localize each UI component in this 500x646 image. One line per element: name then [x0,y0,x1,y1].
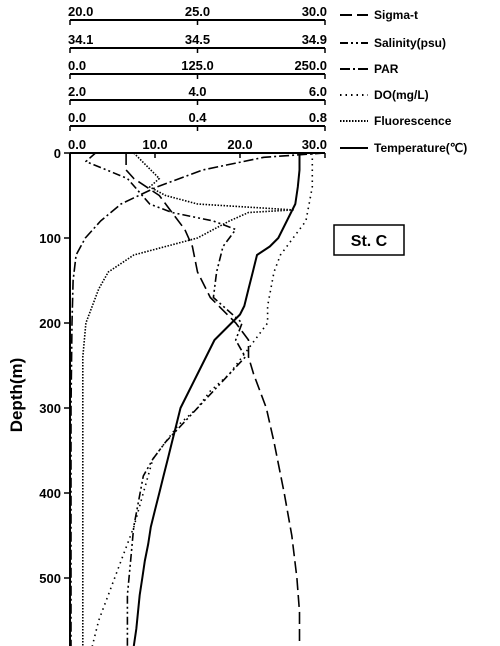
sigma-t-tick-label: 30.0 [302,4,327,19]
fluorescence-tick-label: 0.0 [68,110,86,125]
salinity-psu-tick-label: 34.5 [185,32,210,47]
temperature-tick-label: 30.0 [302,137,327,152]
fluorescence-tick-label: 0.8 [309,110,327,125]
station-label: St. C [351,233,388,250]
par-profile-line [70,152,326,646]
sigma-t-tick-label: 20.0 [68,4,93,19]
depth-tick-label: 300 [39,401,61,416]
temperature-tick-label: 0.0 [68,137,86,152]
fluorescence-legend-label: Fluorescence [374,114,452,128]
depth-tick-label: 0 [54,146,61,161]
do-mg-l-tick-label: 2.0 [68,84,86,99]
salinity-psu-legend-label: Salinity(psu) [374,36,446,50]
par-tick-label: 0.0 [68,58,86,73]
salinity-psu-tick-label: 34.9 [302,32,327,47]
depth-axis: 0 100 200 300 400 500 [39,146,71,646]
sigma-t-profile-line [125,153,301,646]
station-label-box [333,224,405,256]
par-tick-label: 125.0 [181,58,214,73]
fluorescence-profile-line [82,152,294,646]
temperature-tick-label: 20.0 [227,137,252,152]
y-axis-title: Depth(m) [7,358,26,433]
temperature-tick-label: 10.0 [142,137,167,152]
depth-tick-label: 100 [39,231,61,246]
salinity-psu-tick-label: 34.1 [68,32,93,47]
sigma-t-tick-label: 25.0 [185,4,210,19]
do-mg-l-tick-label: 6.0 [309,84,327,99]
axes-layer: 20.0 25.0 30.0 Sigma-t 34.1 34.5 34.9 Salinity(… [68,4,467,158]
depth-tick-label: 200 [39,316,61,331]
do-mg-l-legend-label: DO(mg/L) [374,88,429,102]
par-tick-label: 250.0 [294,58,327,73]
sigma-t-legend-label: Sigma-t [374,8,418,22]
salinity-psu-profile-line [85,152,247,646]
do-mg-l-tick-label: 4.0 [188,84,206,99]
temperature-profile-line [132,153,301,646]
par-legend-label: PAR [374,62,399,76]
fluorescence-tick-label: 0.4 [188,110,207,125]
series-layer [70,152,326,646]
depth-tick-label: 500 [39,571,61,586]
temperature-legend-label: Temperature(℃) [374,141,467,155]
do-mg-l-profile-line [91,153,314,646]
depth-tick-label: 400 [39,486,61,501]
